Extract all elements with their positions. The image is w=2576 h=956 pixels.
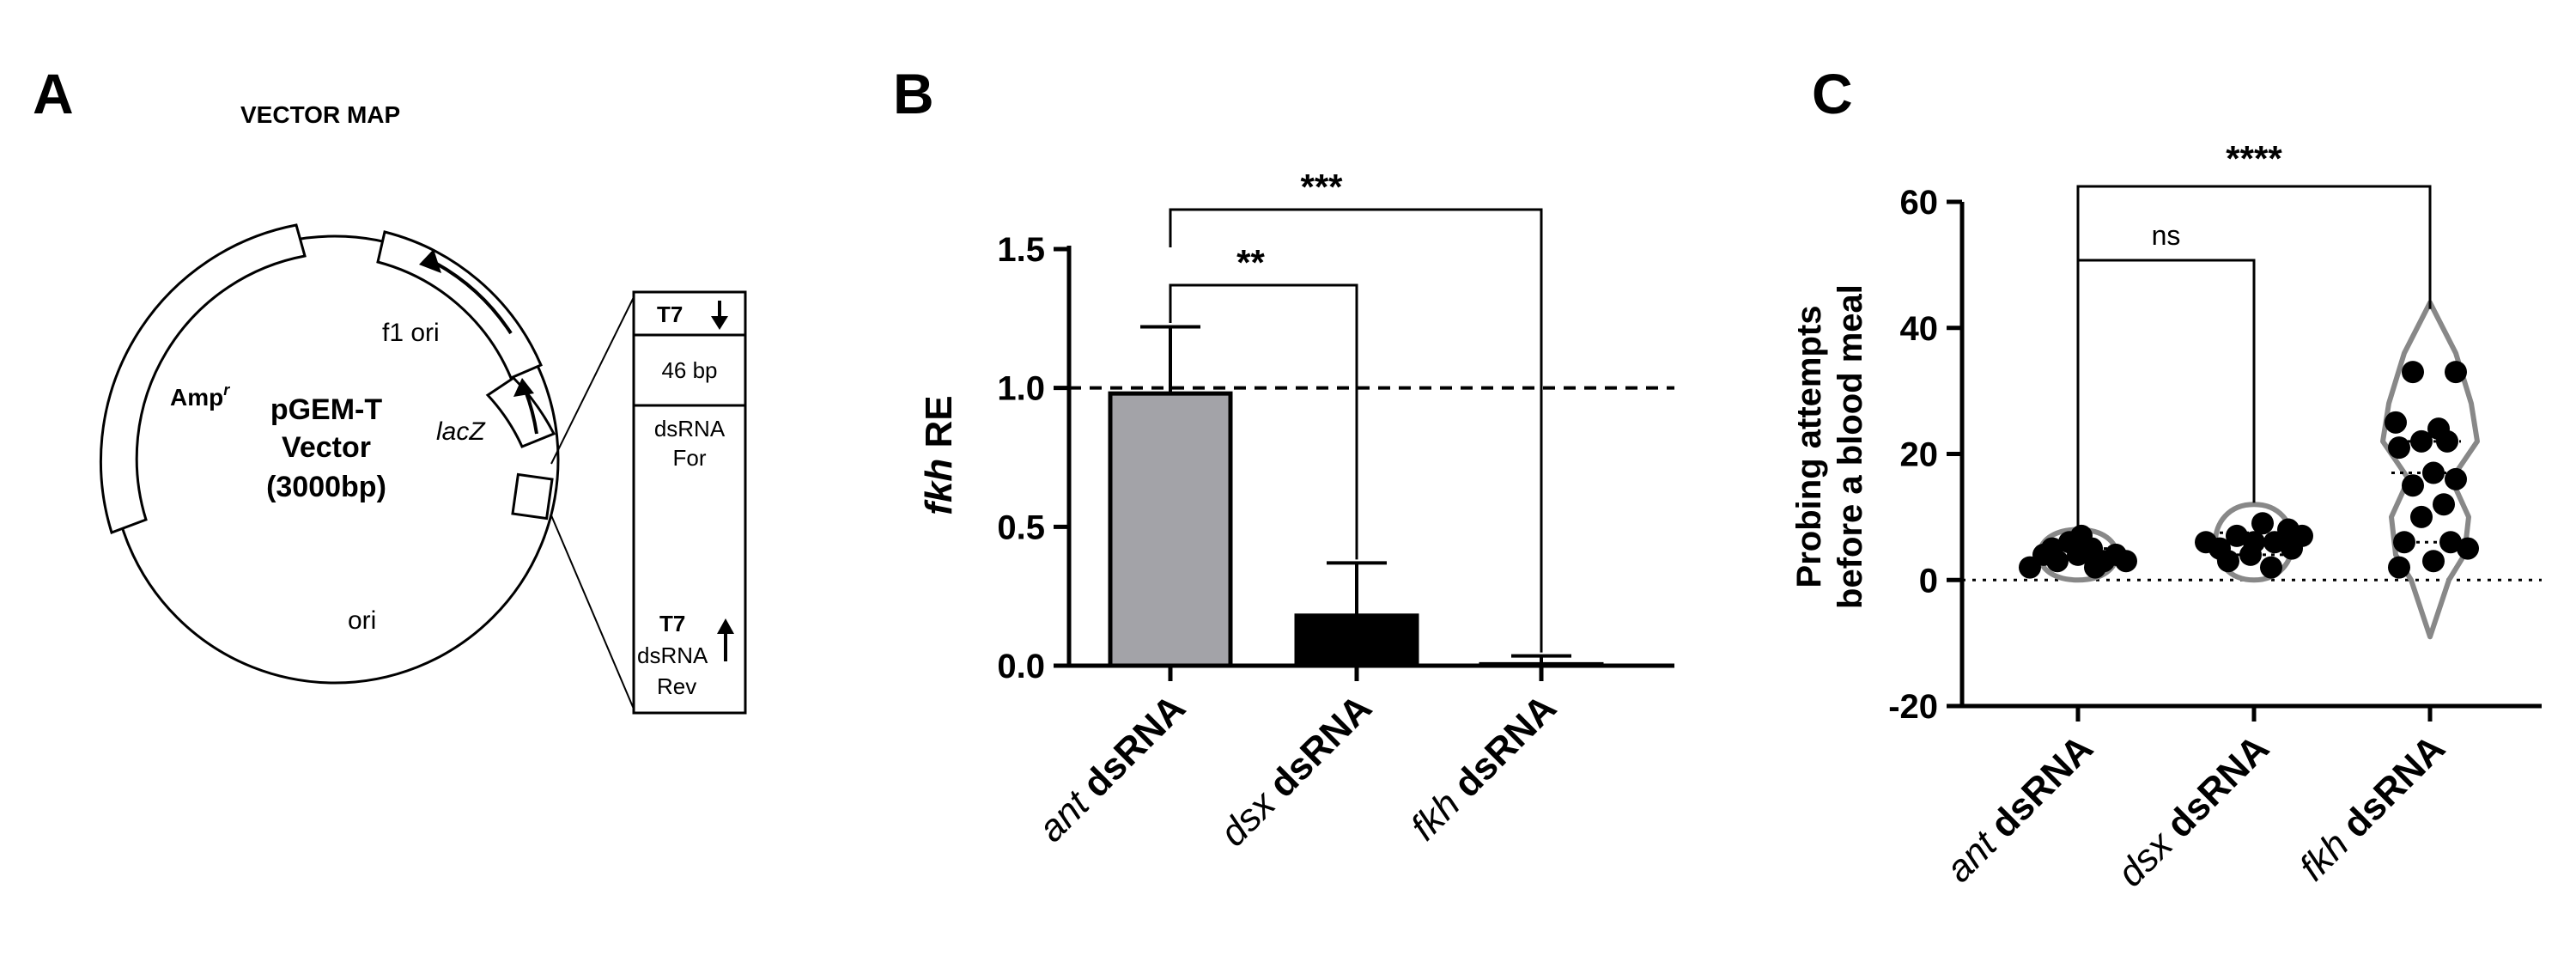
data-point bbox=[2226, 524, 2248, 547]
f1-ori-arrowhead bbox=[419, 249, 441, 273]
x-tick-label: fkh dsRNA bbox=[1403, 686, 1565, 849]
data-point bbox=[2439, 531, 2462, 554]
significance-bracket bbox=[2076, 259, 2256, 530]
data-point bbox=[2410, 429, 2433, 453]
y-axis-label-line1: Probing attempts bbox=[1790, 306, 1828, 588]
y-tick-label: 0.0 bbox=[997, 648, 1045, 685]
panel-letter-a: A bbox=[33, 62, 74, 125]
vector-size: (3000bp) bbox=[266, 471, 386, 503]
ori-label: ori bbox=[348, 606, 376, 635]
significance-bracket bbox=[1169, 283, 1358, 560]
data-point bbox=[2433, 493, 2455, 516]
insert-detail-box: T7 46 bp dsRNA For T7 dsRNA Rev bbox=[632, 290, 747, 715]
data-point bbox=[2084, 556, 2106, 579]
bp-label: 46 bp bbox=[661, 357, 717, 383]
zoom-line-bottom bbox=[550, 515, 636, 714]
insert-site-box bbox=[511, 472, 554, 521]
ampr-segment bbox=[99, 223, 307, 534]
x-tick-label-bold: dsRNA bbox=[2151, 727, 2277, 853]
t7-top-label: T7 bbox=[657, 301, 683, 327]
dsrna-rev-line2: Rev bbox=[657, 673, 696, 699]
dsrna-for-line1: dsRNA bbox=[654, 416, 726, 441]
lacz-arrowhead bbox=[513, 378, 534, 397]
data-point bbox=[2388, 556, 2410, 579]
vector-map: VECTOR MAP Ampr pGEM-T Vector (3000bp) f… bbox=[99, 101, 747, 715]
f1-ori-segment bbox=[376, 230, 543, 380]
data-point bbox=[2445, 467, 2467, 490]
significance-bracket bbox=[1169, 208, 1543, 653]
data-point bbox=[2217, 550, 2239, 573]
data-point bbox=[2388, 436, 2410, 460]
data-point bbox=[2260, 556, 2282, 579]
f1-ori-label: f1 ori bbox=[382, 319, 440, 347]
data-point bbox=[2445, 361, 2467, 384]
y-axis-label-italic: fkh bbox=[918, 459, 960, 515]
data-point bbox=[2041, 537, 2063, 560]
panel-letter-b: B bbox=[893, 62, 934, 125]
ampr-label: Ampr bbox=[170, 381, 230, 411]
y-axis-label-line2: before a blood meal bbox=[1832, 284, 1869, 609]
y-tick-label: 40 bbox=[1900, 310, 1939, 348]
data-point bbox=[2115, 550, 2137, 573]
vector-name-line2: Vector bbox=[282, 431, 371, 464]
y-tick-label: -20 bbox=[1888, 688, 1938, 726]
x-tick-label: fkh dsRNA bbox=[2292, 727, 2454, 889]
data-point bbox=[2281, 537, 2303, 560]
dsrna-for-line2: For bbox=[673, 445, 707, 471]
y-tick-label: 1.0 bbox=[997, 370, 1045, 408]
significance-label: *** bbox=[1300, 167, 1343, 207]
significance-label: **** bbox=[2226, 138, 2282, 179]
dsrna-rev-line1: dsRNA bbox=[637, 642, 708, 668]
data-point bbox=[2393, 531, 2415, 554]
data-point bbox=[2402, 474, 2424, 497]
data-point bbox=[2251, 512, 2274, 535]
f1-ori-arrow bbox=[433, 260, 513, 335]
x-tick-label-bold: dsRNA bbox=[1067, 686, 1194, 813]
x-tick-label-bold: dsRNA bbox=[2327, 727, 2453, 853]
x-tick-label: dsx dsRNA bbox=[2110, 727, 2277, 894]
violin bbox=[2380, 300, 2480, 640]
data-point bbox=[2422, 550, 2445, 573]
t7-bottom-label: T7 bbox=[659, 611, 685, 636]
x-tick-label-bold: dsRNA bbox=[1975, 727, 2101, 853]
bar bbox=[1294, 613, 1419, 668]
significance-label: ns bbox=[2152, 220, 2181, 251]
x-tick-label: ant dsRNA bbox=[1030, 686, 1194, 849]
y-tick-label: 60 bbox=[1900, 184, 1939, 222]
data-point bbox=[2410, 505, 2433, 528]
bar bbox=[1479, 661, 1604, 668]
chart-c: -20 0 20 40 60 Probing attempts before a blood… bbox=[1790, 138, 2542, 895]
x-tick-label-bold: dsRNA bbox=[1438, 686, 1564, 813]
zoom-line-top bbox=[550, 293, 636, 465]
t7-down-arrowhead bbox=[711, 316, 728, 330]
x-tick-label: ant dsRNA bbox=[1938, 727, 2101, 890]
bar bbox=[1108, 391, 1233, 668]
data-point bbox=[2457, 537, 2479, 560]
data-point bbox=[2067, 543, 2089, 566]
significance-label: ** bbox=[1236, 242, 1265, 283]
vector-map-title: VECTOR MAP bbox=[240, 101, 400, 128]
y-axis-label-rest: RE bbox=[918, 395, 960, 458]
significance-bracket bbox=[2076, 185, 2432, 530]
y-tick-label: 20 bbox=[1900, 436, 1939, 474]
data-point bbox=[2385, 411, 2407, 434]
y-tick-label: 0 bbox=[1919, 562, 1938, 600]
y-tick-label: 1.5 bbox=[997, 231, 1045, 269]
data-point bbox=[2422, 461, 2445, 484]
y-tick-label: 0.5 bbox=[997, 508, 1045, 546]
x-tick-label: dsx dsRNA bbox=[1212, 686, 1380, 854]
panel-letter-c: C bbox=[1812, 62, 1853, 125]
t7-up-arrowhead bbox=[717, 618, 734, 634]
vector-name-line1: pGEM-T bbox=[270, 393, 383, 426]
data-point bbox=[2436, 429, 2458, 453]
x-tick-label-bold: dsRNA bbox=[1254, 686, 1380, 813]
data-point bbox=[2243, 531, 2265, 554]
data-point bbox=[2402, 361, 2424, 384]
lacz-label: lacZ bbox=[436, 417, 486, 446]
y-axis-label: fkh RE bbox=[918, 395, 960, 515]
